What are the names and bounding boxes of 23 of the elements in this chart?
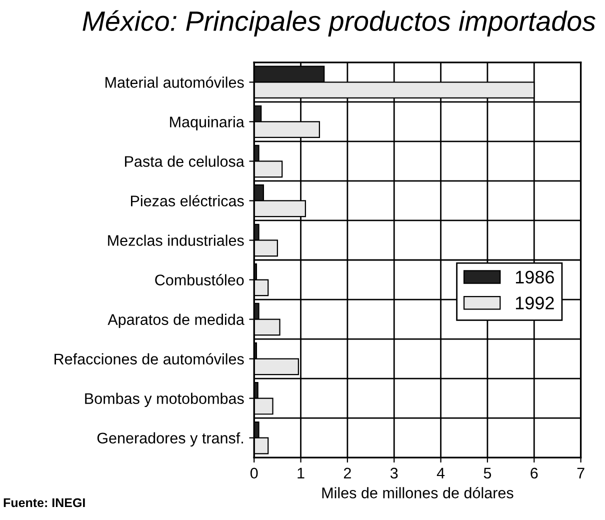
y-tick-label: Piezas eléctricas bbox=[131, 195, 244, 206]
y-tick-label: Combustóleo bbox=[155, 274, 244, 286]
x-tick-label: 7 bbox=[577, 468, 584, 478]
x-tick-label: 1 bbox=[298, 468, 304, 478]
legend-label: 1986 bbox=[516, 270, 554, 284]
source-note: Fuente: INEGI bbox=[4, 498, 85, 508]
x-tick-label: 2 bbox=[344, 468, 351, 478]
y-tick-label: Pasta de celulosa bbox=[125, 156, 244, 167]
y-tick-label: Generadores y transf. bbox=[97, 432, 243, 447]
x-tick-label: 0 bbox=[250, 468, 258, 479]
x-tick-label: 5 bbox=[484, 468, 492, 479]
legend-label: 1992 bbox=[516, 296, 554, 310]
y-tick-label: Refacciones de automóviles bbox=[54, 353, 244, 364]
y-tick-label: Bombas y motobombas bbox=[85, 392, 244, 408]
y-tick-label: Mezclas industriales bbox=[108, 234, 244, 246]
x-tick-label: 6 bbox=[530, 468, 538, 479]
x-axis-title: Miles de millones de dólares bbox=[322, 486, 514, 498]
y-tick-label: Material automóviles bbox=[106, 76, 244, 88]
x-tick-label: 4 bbox=[436, 468, 445, 478]
y-tick-label: Maquinaria bbox=[170, 116, 244, 130]
chart-title: México: Principales productos importados bbox=[82, 10, 596, 37]
x-tick-label: 3 bbox=[390, 468, 398, 479]
y-tick-label: Aparatos de medida bbox=[108, 314, 244, 328]
